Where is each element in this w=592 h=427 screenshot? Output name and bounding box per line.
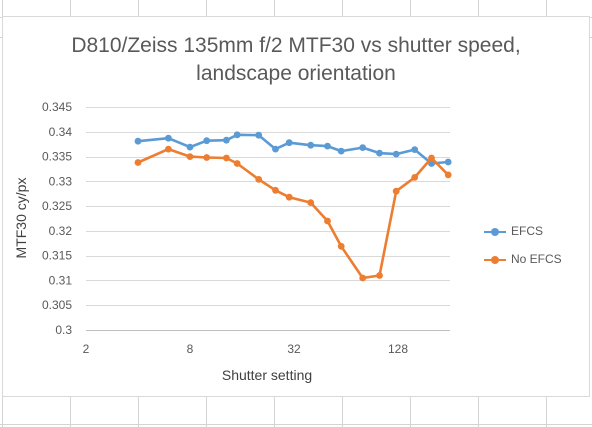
data-point	[324, 217, 331, 225]
legend-marker-no-efcs	[491, 256, 499, 264]
x-axis-title: Shutter setting	[222, 367, 312, 383]
y-tick-label: 0.325	[42, 199, 72, 213]
y-tick-label: 0.32	[49, 224, 73, 238]
data-point	[359, 144, 367, 152]
data-point	[233, 131, 241, 139]
data-point	[186, 153, 194, 161]
data-point	[255, 176, 263, 183]
data-point	[223, 154, 230, 162]
data-point	[392, 187, 400, 195]
data-point	[337, 242, 345, 250]
legend-marker-efcs	[491, 228, 499, 236]
x-tick-label: 8	[187, 342, 194, 356]
y-tick-label: 0.33	[49, 174, 73, 188]
y-tick-label: 0.305	[42, 298, 72, 312]
y-tick-label: 0.315	[42, 249, 72, 263]
data-point	[272, 186, 279, 194]
data-point	[411, 146, 419, 154]
y-tick-label: 0.34	[49, 125, 73, 139]
data-point	[428, 154, 435, 162]
legend-item-no-efcs[interactable]: No EFCS	[484, 250, 592, 270]
x-axis-tick-labels: 2 8 32 128	[83, 342, 409, 356]
data-point	[307, 199, 315, 207]
data-point	[324, 142, 331, 150]
data-point	[134, 137, 142, 145]
data-point	[392, 150, 400, 158]
data-point	[272, 145, 279, 153]
data-point	[203, 137, 211, 145]
data-point	[359, 274, 367, 282]
data-series	[134, 131, 452, 282]
data-point	[233, 160, 241, 167]
data-point	[376, 272, 383, 279]
y-tick-label: 0.345	[42, 100, 72, 114]
data-point	[165, 134, 172, 142]
y-axis-title: MTF30 cy/px	[13, 178, 29, 259]
y-tick-label: 0.3	[55, 323, 72, 337]
legend-label-efcs: EFCS	[511, 224, 544, 238]
data-point	[134, 159, 142, 166]
legend[interactable]: EFCS No EFCS	[484, 222, 592, 278]
series-line-no-efcs	[136, 147, 450, 280]
chart-title-line1: D810/Zeiss 135mm f/2 MTF30 vs shutter sp…	[71, 34, 521, 57]
legend-item-efcs[interactable]: EFCS	[484, 222, 592, 242]
data-point	[186, 143, 194, 151]
data-point	[255, 131, 263, 139]
data-point	[376, 149, 383, 157]
x-tick-label: 2	[83, 342, 90, 356]
x-tick-label: 128	[388, 342, 408, 356]
data-point	[285, 193, 293, 201]
y-tick-label: 0.31	[49, 273, 73, 287]
chart-title-line2: landscape orientation	[196, 62, 396, 85]
series-line-efcs	[136, 133, 450, 165]
data-point	[223, 136, 230, 144]
y-tick-label: 0.335	[42, 150, 72, 164]
data-point	[165, 145, 172, 153]
legend-label-no-efcs: No EFCS	[511, 252, 562, 266]
data-point	[444, 158, 452, 166]
data-point	[203, 154, 211, 161]
x-tick-label: 32	[287, 342, 301, 356]
data-point	[411, 174, 419, 181]
data-point	[285, 139, 293, 147]
data-point	[337, 147, 345, 155]
y-axis-tick-labels: 0.3 0.305 0.31 0.315 0.32 0.325 0.33 0.335 0.34 0…	[42, 100, 72, 337]
data-point	[307, 141, 315, 149]
data-point	[444, 171, 452, 179]
